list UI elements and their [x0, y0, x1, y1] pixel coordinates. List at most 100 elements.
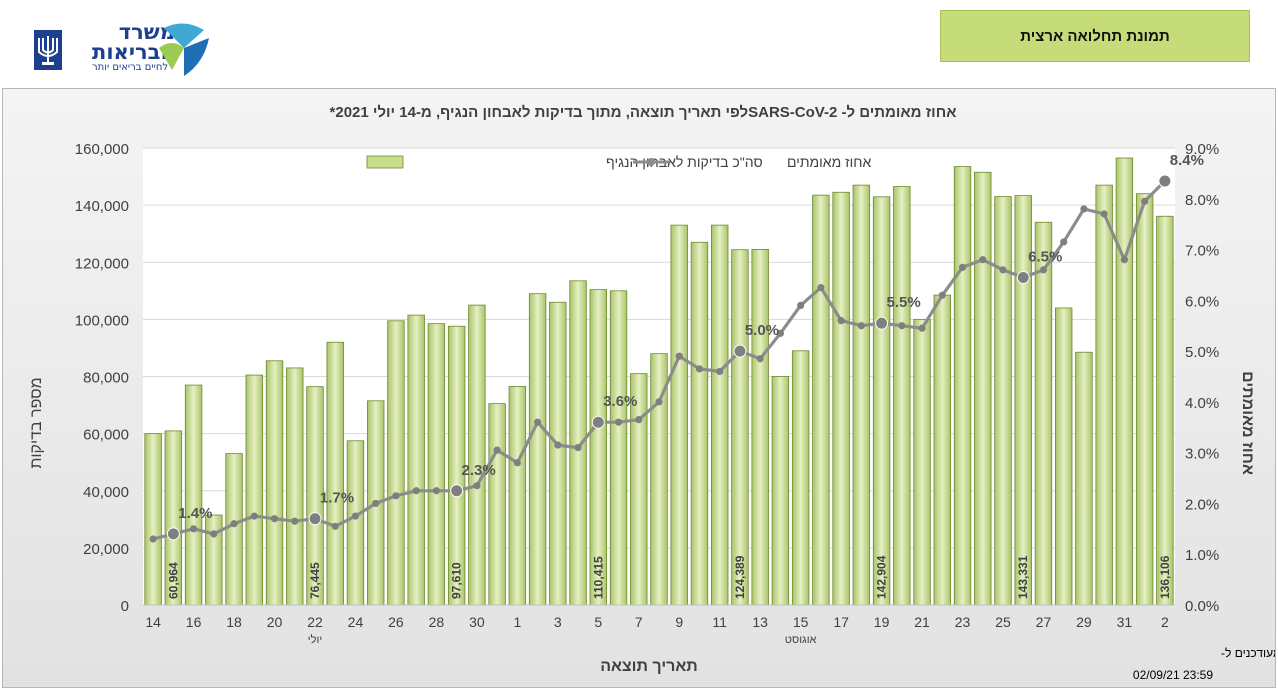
x-tick-label: 1: [513, 614, 521, 630]
bar: [286, 367, 304, 606]
line-data-label: 1.4%: [178, 505, 212, 522]
y2-tick-label: 4.0%: [1185, 395, 1219, 412]
legend-bar-swatch: [366, 155, 404, 169]
x-tick-label: 17: [833, 614, 849, 630]
menorah-emblem-icon: [34, 30, 62, 70]
line-marker: [979, 256, 987, 264]
line-marker: [695, 365, 704, 373]
bar: [1034, 221, 1053, 606]
x-tick-label: 30: [469, 614, 485, 630]
bar: [731, 249, 749, 606]
line-marker: [614, 418, 623, 426]
bar: [953, 166, 972, 606]
x-tick-label: 7: [635, 614, 643, 630]
x-tick-label: 18: [226, 614, 242, 630]
line-marker: [898, 322, 906, 330]
y-tick-label: 120,000: [75, 255, 129, 272]
bar: [1156, 215, 1174, 606]
y-tick-label: 80,000: [83, 370, 129, 387]
data-labels: 1.4% 1.7% 2.3% 3.6% 5.0% 5.5% 6.5% 8.4% 60,964 76…: [166, 152, 1204, 599]
line-marker: [270, 515, 279, 523]
line-marker: [1158, 174, 1172, 188]
line-marker: [1060, 238, 1068, 246]
y-tick-label: 100,000: [75, 312, 129, 329]
bar: [265, 360, 284, 606]
line-marker: [756, 355, 764, 363]
bar: [893, 186, 911, 606]
y-tick-label: 40,000: [83, 484, 129, 501]
bar: [245, 374, 263, 606]
line-data-label: 2.3%: [462, 462, 496, 479]
line-marker: [635, 416, 643, 424]
legend-line-label: אחוז מאומתים: [787, 154, 871, 170]
bar: [225, 453, 243, 606]
bar: [549, 301, 567, 606]
line-marker: [574, 443, 582, 452]
updated-time: 02/09/21 23:59: [1133, 668, 1213, 682]
x-tick-label: 11: [712, 614, 727, 630]
bar: [832, 191, 850, 606]
x-tick-label: 29: [1076, 614, 1092, 630]
x-tick-label: 14: [145, 614, 161, 630]
line-marker: [372, 499, 380, 508]
bar: [994, 196, 1012, 606]
line-series: [149, 174, 1172, 543]
line-marker: [189, 525, 198, 533]
y2-tick-label: 7.0%: [1185, 243, 1219, 260]
line-marker: [473, 482, 481, 490]
bar: [427, 323, 446, 606]
line-marker: [291, 517, 299, 525]
line-data-label: 3.6%: [603, 393, 637, 410]
bar: [711, 224, 729, 606]
y2-tick-label: 5.0%: [1185, 344, 1219, 361]
line-data-label: 6.5%: [1028, 248, 1062, 265]
x-tick-label: 23: [955, 614, 971, 630]
bar: [913, 318, 931, 606]
bar: [346, 440, 365, 606]
x-tick-label: 31: [1117, 614, 1133, 630]
bar: [933, 294, 951, 606]
line-marker: [166, 527, 180, 541]
logo-org-name: משרד הבריאות: [92, 20, 175, 64]
bar: [751, 248, 769, 606]
line-marker: [675, 352, 683, 360]
bar: [407, 314, 425, 606]
bar: [974, 171, 992, 606]
bar: [387, 320, 405, 606]
bar: [872, 196, 891, 606]
line-marker: [412, 487, 420, 495]
updated-label: נתונים מעודכנים ל-: [1221, 646, 1275, 660]
bar-data-label: 76,445: [308, 562, 322, 599]
line-marker: [392, 492, 400, 500]
ministry-swirl-icon: [159, 23, 209, 76]
bar: [690, 241, 709, 606]
chart-panel: אחוז מאומתים ל- SARS-CoV-2לפי תאריך תוצא…: [2, 88, 1278, 688]
line-marker: [450, 484, 464, 498]
bar: [528, 293, 547, 606]
bar: [1115, 157, 1134, 606]
line-data-label: 5.0%: [745, 322, 779, 339]
line-marker: [918, 324, 926, 332]
y2-tick-label: 8.0%: [1185, 192, 1219, 209]
line-marker: [875, 316, 889, 330]
bar: [205, 514, 223, 606]
chart-title: אחוז מאומתים ל- SARS-CoV-2לפי תאריך תוצא…: [330, 104, 957, 121]
line-marker: [230, 520, 238, 528]
x-tick-label: 13: [752, 614, 768, 630]
month-label: יולי: [308, 633, 322, 646]
y2-tick-label: 0.0%: [1185, 598, 1219, 615]
line-marker: [250, 512, 258, 520]
y2-tick-label: 1.0%: [1185, 547, 1219, 564]
x-tick-label: 27: [1036, 614, 1052, 630]
line-marker: [655, 398, 663, 406]
line-marker: [716, 367, 724, 376]
line-data-label: 8.4%: [1170, 152, 1204, 169]
bar: [852, 184, 871, 606]
x-tick-label: 22: [307, 614, 323, 630]
line-marker: [149, 535, 157, 543]
line-marker: [210, 530, 218, 538]
line-marker: [1016, 270, 1030, 284]
line-marker: [1080, 205, 1088, 213]
bar: [1135, 193, 1154, 606]
x-tick-label: 15: [793, 614, 809, 630]
